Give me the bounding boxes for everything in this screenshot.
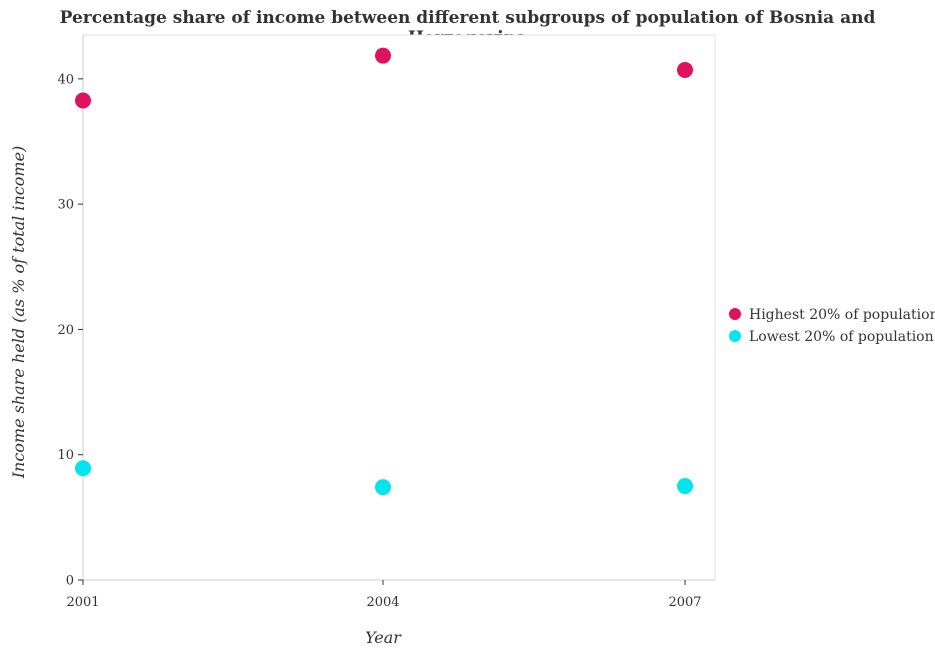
legend-marker xyxy=(729,330,741,342)
data-point-series-2 xyxy=(677,478,693,495)
data-point-series-1 xyxy=(75,92,91,109)
data-point-series-1 xyxy=(677,61,693,78)
legend-label: Lowest 20% of population xyxy=(749,329,934,345)
legend-label: Highest 20% of population xyxy=(749,307,935,323)
x-axis-ticks: 2001 2004 2007 xyxy=(66,580,702,610)
y-tick-label: 30 xyxy=(57,198,74,213)
legend: Highest 20% of population Lowest 20% of p… xyxy=(729,307,935,345)
x-tick-label: 2001 xyxy=(66,595,99,610)
plot-area xyxy=(82,34,716,581)
x-axis-label: Year xyxy=(365,628,402,647)
y-axis-ticks: 0 10 20 30 40 xyxy=(57,72,83,589)
y-tick-label: 0 xyxy=(66,574,74,589)
data-point-series-2 xyxy=(375,479,391,496)
data-point-series-1 xyxy=(375,47,391,64)
y-tick-label: 40 xyxy=(57,72,74,87)
data-points xyxy=(75,47,693,496)
y-tick-label: 20 xyxy=(57,323,74,338)
y-tick-label: 10 xyxy=(57,448,74,463)
x-tick-label: 2007 xyxy=(668,595,701,610)
y-axis-label: Income share held (as % of total income) xyxy=(9,146,28,480)
x-tick-label: 2004 xyxy=(366,595,399,610)
data-point-series-2 xyxy=(75,460,91,477)
legend-marker xyxy=(729,308,741,320)
plot-border xyxy=(82,34,716,581)
